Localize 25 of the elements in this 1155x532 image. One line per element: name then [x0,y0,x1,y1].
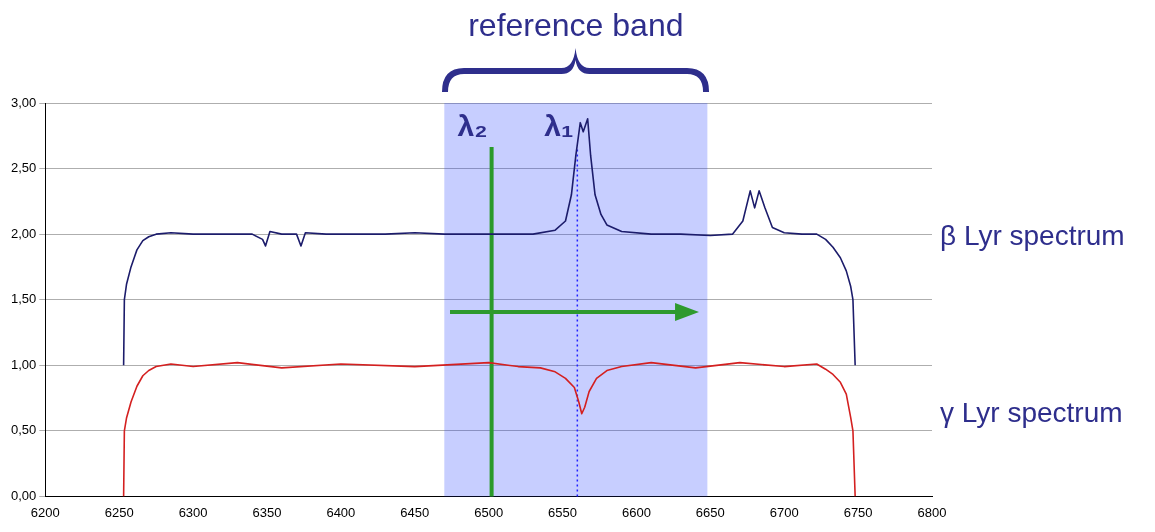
y-tick-label: 0,00 [10,487,37,503]
x-tick-label: 6800 [917,504,947,520]
y-tick-label: 0,50 [10,422,37,438]
ref-line-label: λ₂ [457,109,488,143]
x-tick-label: 6200 [30,504,60,520]
text: γ Lyr spectrum [940,397,1123,429]
x-tick-label: 6350 [252,504,282,520]
text: β Lyr spectrum [940,220,1125,252]
x-tick-label: 6300 [178,504,208,520]
y-tick-label: 3,00 [10,94,37,110]
y-tick-label: 2,00 [10,225,37,241]
y-tick-label: 1,50 [10,291,37,307]
x-tick-label: 6750 [843,504,873,520]
y-tick-label: 1,00 [10,356,37,372]
x-tick-label: 6600 [621,504,651,520]
x-tick-label: 6250 [104,504,134,520]
x-tick-label: 6550 [548,504,577,520]
x-tick-label: 6700 [769,504,799,520]
x-tick-label: 6450 [400,504,430,520]
x-tick-label: 6500 [474,504,504,520]
y-tick-label: 2,50 [10,160,37,176]
x-tick-label: 6400 [326,504,356,520]
ref-line-label: λ₁ [544,109,574,143]
x-tick-label: 6650 [695,504,725,520]
band-label: reference band [468,6,684,43]
